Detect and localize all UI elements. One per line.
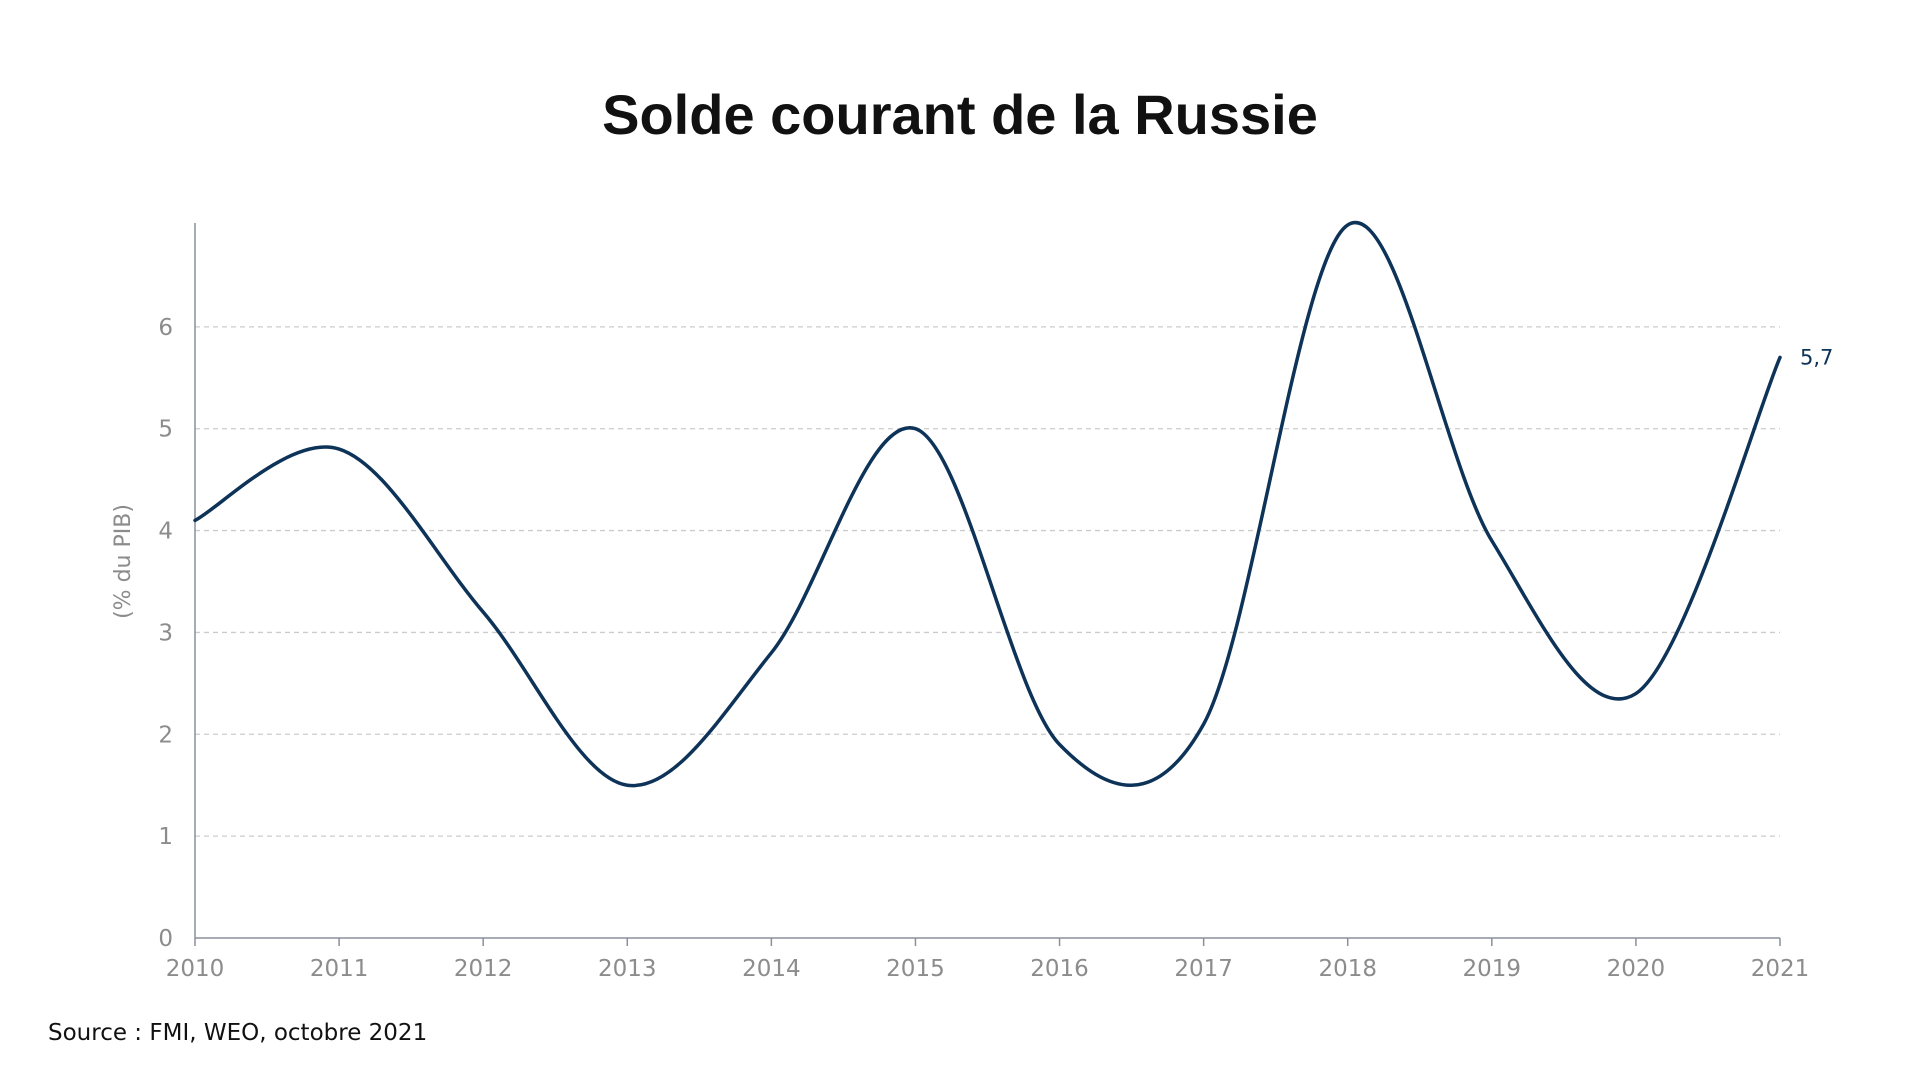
x-tick-label: 2010 <box>166 956 225 982</box>
data-point <box>768 650 774 656</box>
y-tick-label: 1 <box>158 824 173 850</box>
data-point <box>336 446 342 452</box>
data-point <box>1489 538 1495 544</box>
x-tick-label: 2016 <box>1030 956 1089 982</box>
y-tick-label: 3 <box>158 620 173 646</box>
data-point <box>192 517 198 523</box>
y-tick-label: 5 <box>158 417 173 443</box>
x-tick-label: 2015 <box>886 956 945 982</box>
data-point <box>1057 741 1063 747</box>
line-chart: 0 1 2 3 4 5 6 2010 2011 2012 2013 2014 2015 2016 2017… <box>111 220 1833 982</box>
x-tick-label: 2012 <box>454 956 513 982</box>
series-line <box>193 220 1782 788</box>
y-tick-label: 6 <box>158 315 173 341</box>
series-layer <box>192 220 1783 788</box>
chart-title: Solde courant de la Russie <box>602 83 1318 146</box>
source-note: Source : FMI, WEO, octobre 2021 <box>48 1020 428 1046</box>
axes <box>194 223 1781 946</box>
x-tick-label: 2014 <box>742 956 801 982</box>
y-tick-label: 0 <box>158 926 173 952</box>
x-tick-label: 2020 <box>1607 956 1666 982</box>
data-point <box>912 426 918 432</box>
x-tick-label: 2011 <box>310 956 369 982</box>
y-tick-labels: 0 1 2 3 4 5 6 <box>158 315 173 952</box>
grid-lines <box>195 326 1780 837</box>
data-point <box>480 609 486 615</box>
x-tick-labels: 2010 2011 2012 2013 2014 2015 2016 2017 2018 2019… <box>166 956 1810 982</box>
y-tick-label: 2 <box>158 722 173 748</box>
x-tick-label: 2021 <box>1751 956 1810 982</box>
x-tick-label: 2018 <box>1318 956 1377 982</box>
data-point <box>1777 354 1783 360</box>
y-tick-label: 4 <box>158 519 173 545</box>
data-point <box>1201 721 1207 727</box>
data-point <box>1633 691 1639 697</box>
y-axis-title: (% du PIB) <box>111 504 136 619</box>
x-tick-label: 2017 <box>1174 956 1233 982</box>
data-point <box>624 782 630 788</box>
x-tick-label: 2019 <box>1463 956 1522 982</box>
end-value-label: 5,7 <box>1800 345 1833 369</box>
x-tick-label: 2013 <box>598 956 657 982</box>
data-point <box>1345 222 1351 228</box>
